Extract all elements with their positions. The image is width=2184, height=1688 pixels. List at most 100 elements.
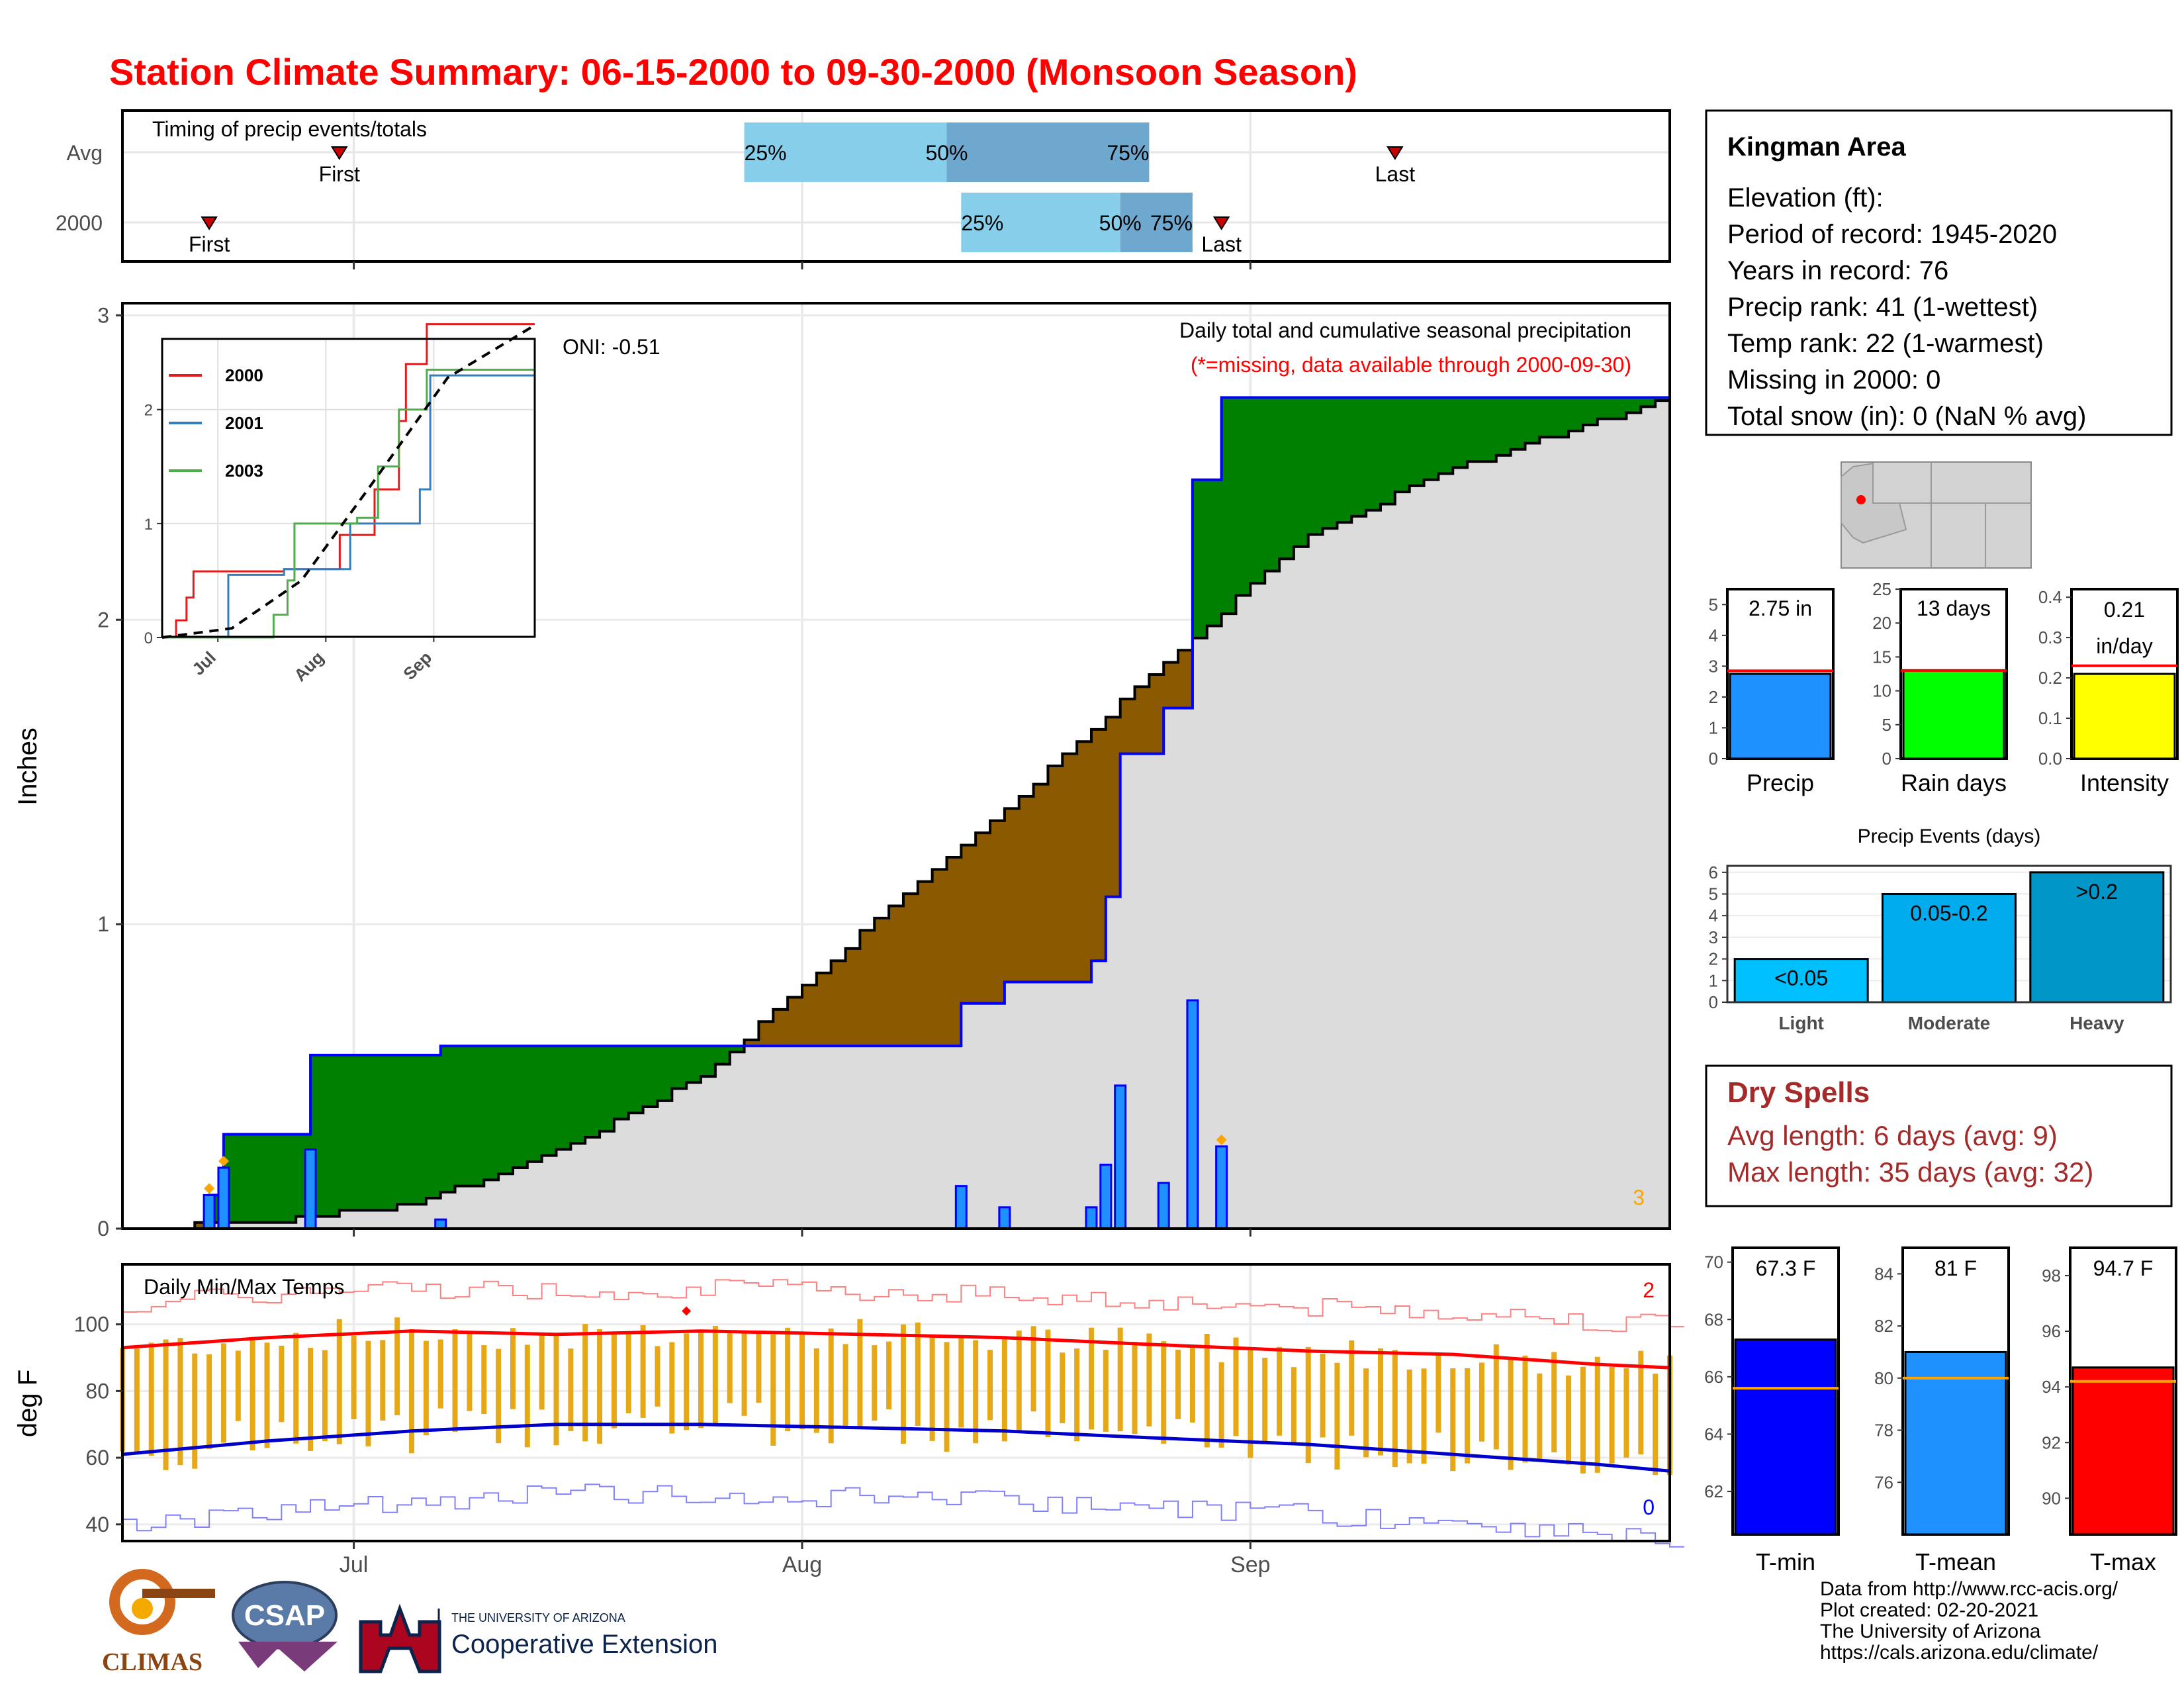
- surplus-area: [600, 1046, 615, 1131]
- daily-temp-bar: [1363, 1368, 1369, 1458]
- precip-corner-count: 3: [1633, 1186, 1645, 1209]
- timing-last-marker: [1212, 216, 1230, 230]
- temp-summary-value-label: 67.3 F: [1756, 1256, 1816, 1280]
- daily-temp-bar: [770, 1335, 776, 1446]
- deficit-area: [1120, 698, 1136, 754]
- daily-temp-bar: [1551, 1352, 1557, 1453]
- deficit-area: [976, 833, 991, 1004]
- surplus-area: [686, 1046, 702, 1083]
- surplus-area: [353, 1055, 369, 1211]
- deficit-area: [1048, 766, 1063, 982]
- daily-temp-bar: [1465, 1368, 1471, 1464]
- daily-temp-bar: [148, 1342, 154, 1456]
- daily-temp-bar: [206, 1354, 212, 1449]
- temp-panel-frame: [121, 1263, 1671, 1542]
- daily-precip-bar: [998, 1206, 1011, 1230]
- timing-first-marker: [201, 216, 218, 230]
- surplus-area: [1510, 397, 1526, 449]
- daily-temp-bar: [684, 1333, 690, 1430]
- events-ytick-label: 6: [1709, 863, 1718, 882]
- csap-logo-text: CSAP: [244, 1599, 325, 1632]
- temp-summary-name: T-max: [2090, 1548, 2156, 1575]
- events-ytick-label: 4: [1709, 906, 1718, 925]
- summary-value-label: 0.21: [2104, 598, 2145, 622]
- quartile-label-50: 50%: [1099, 211, 1142, 235]
- daily-temp-bar: [842, 1344, 848, 1427]
- daily-temp-bar: [1421, 1368, 1427, 1464]
- events-ytick-label: 0: [1709, 992, 1718, 1012]
- temp-summary-bar: [1734, 1338, 1837, 1536]
- deficit-area: [195, 1222, 210, 1229]
- daily-temp-bar: [640, 1325, 646, 1418]
- daily-temp-bar: [611, 1333, 617, 1429]
- surplus-area: [426, 1055, 441, 1199]
- daily-temp-bar: [799, 1333, 805, 1429]
- surplus-area: [1525, 397, 1540, 444]
- daily-temp-bar: [1117, 1327, 1123, 1432]
- credit-line: The University of Arizona: [1820, 1620, 2041, 1642]
- daily-temp-bar: [1653, 1374, 1659, 1476]
- daily-precip-bar: [1186, 999, 1199, 1230]
- quartile-label-75: 75%: [1107, 141, 1149, 165]
- precip-ytick-label: 1: [97, 912, 109, 936]
- daily-temp-bar: [1392, 1350, 1398, 1468]
- x-tick-label: Sep: [1230, 1552, 1271, 1577]
- summary-ytick-label: 0.1: [2038, 708, 2062, 728]
- station-info-line: Total snow (in): 0 (NaN % avg): [1727, 402, 2086, 431]
- daily-temp-bar: [1493, 1344, 1499, 1450]
- deficit-area: [860, 930, 875, 1047]
- daily-temp-bar: [322, 1350, 328, 1442]
- deficit-area: [845, 948, 860, 1047]
- surplus-area: [1366, 397, 1381, 510]
- surplus-area: [512, 1046, 528, 1168]
- inset-legend-label: 2000: [225, 365, 263, 385]
- events-bar-label: 0.05-0.2: [1910, 902, 1987, 925]
- temp-summary-ytick-label: 66: [1704, 1367, 1723, 1387]
- timing-last-label: Last: [1201, 232, 1242, 256]
- surplus-area: [672, 1046, 687, 1089]
- surplus-area: [1569, 397, 1584, 432]
- daily-temp-bar: [987, 1350, 993, 1421]
- temp-summary-ytick-label: 96: [2042, 1321, 2061, 1341]
- surplus-area: [1612, 397, 1627, 419]
- daily-temp-bar: [669, 1342, 675, 1434]
- daily-temp-bar: [1580, 1366, 1586, 1474]
- surplus-area: [1539, 397, 1555, 438]
- data-flag-marker: [218, 1156, 229, 1167]
- daily-temp-bar: [1609, 1366, 1615, 1464]
- x-axis: Jul Aug Sep: [340, 261, 1271, 1577]
- events-ytick-label: 2: [1709, 949, 1718, 969]
- daily-temp-bar: [279, 1345, 285, 1423]
- summary-bar: [2073, 673, 2176, 760]
- daily-temp-bar: [568, 1348, 574, 1431]
- daily-temp-bar: [1349, 1340, 1355, 1436]
- summary-ytick-label: 25: [1872, 579, 1891, 599]
- temp-summary-ytick-label: 62: [1704, 1481, 1723, 1501]
- daily-temp-bar: [1175, 1349, 1181, 1419]
- daily-temp-bar: [481, 1345, 487, 1415]
- x-tick-label: Aug: [782, 1552, 823, 1577]
- summary-ytick-label: 0: [1709, 749, 1718, 769]
- inset-series-line: [162, 323, 535, 639]
- quartile-label-75: 75%: [1150, 211, 1193, 235]
- summary-bar: [1902, 669, 2005, 760]
- summary-bar-name: Intensity: [2080, 769, 2169, 796]
- daily-temp-bar: [134, 1348, 140, 1453]
- events-bar-label: <0.05: [1774, 966, 1828, 990]
- daily-temp-bar: [900, 1324, 906, 1444]
- summary-ytick-label: 0.4: [2038, 587, 2062, 607]
- daily-precip-bar: [1085, 1206, 1098, 1230]
- deficit-area: [773, 1009, 788, 1047]
- daily-temp-bar: [1291, 1367, 1297, 1444]
- precip-caption: Daily total and cumulative seasonal prec…: [1179, 318, 1631, 342]
- daily-temp-bar: [467, 1333, 473, 1411]
- daily-precip-bar: [954, 1185, 968, 1230]
- oni-label: ONI: -0.51: [563, 335, 660, 359]
- surplus-area: [570, 1046, 586, 1144]
- deficit-area: [1163, 662, 1179, 708]
- coop-extension-text: Cooperative Extension: [451, 1630, 717, 1659]
- deficit-area: [961, 845, 976, 1004]
- climas-emblem-bar: [142, 1589, 215, 1598]
- daily-temp-bar: [192, 1353, 198, 1469]
- quartile-box-lower: [744, 122, 947, 182]
